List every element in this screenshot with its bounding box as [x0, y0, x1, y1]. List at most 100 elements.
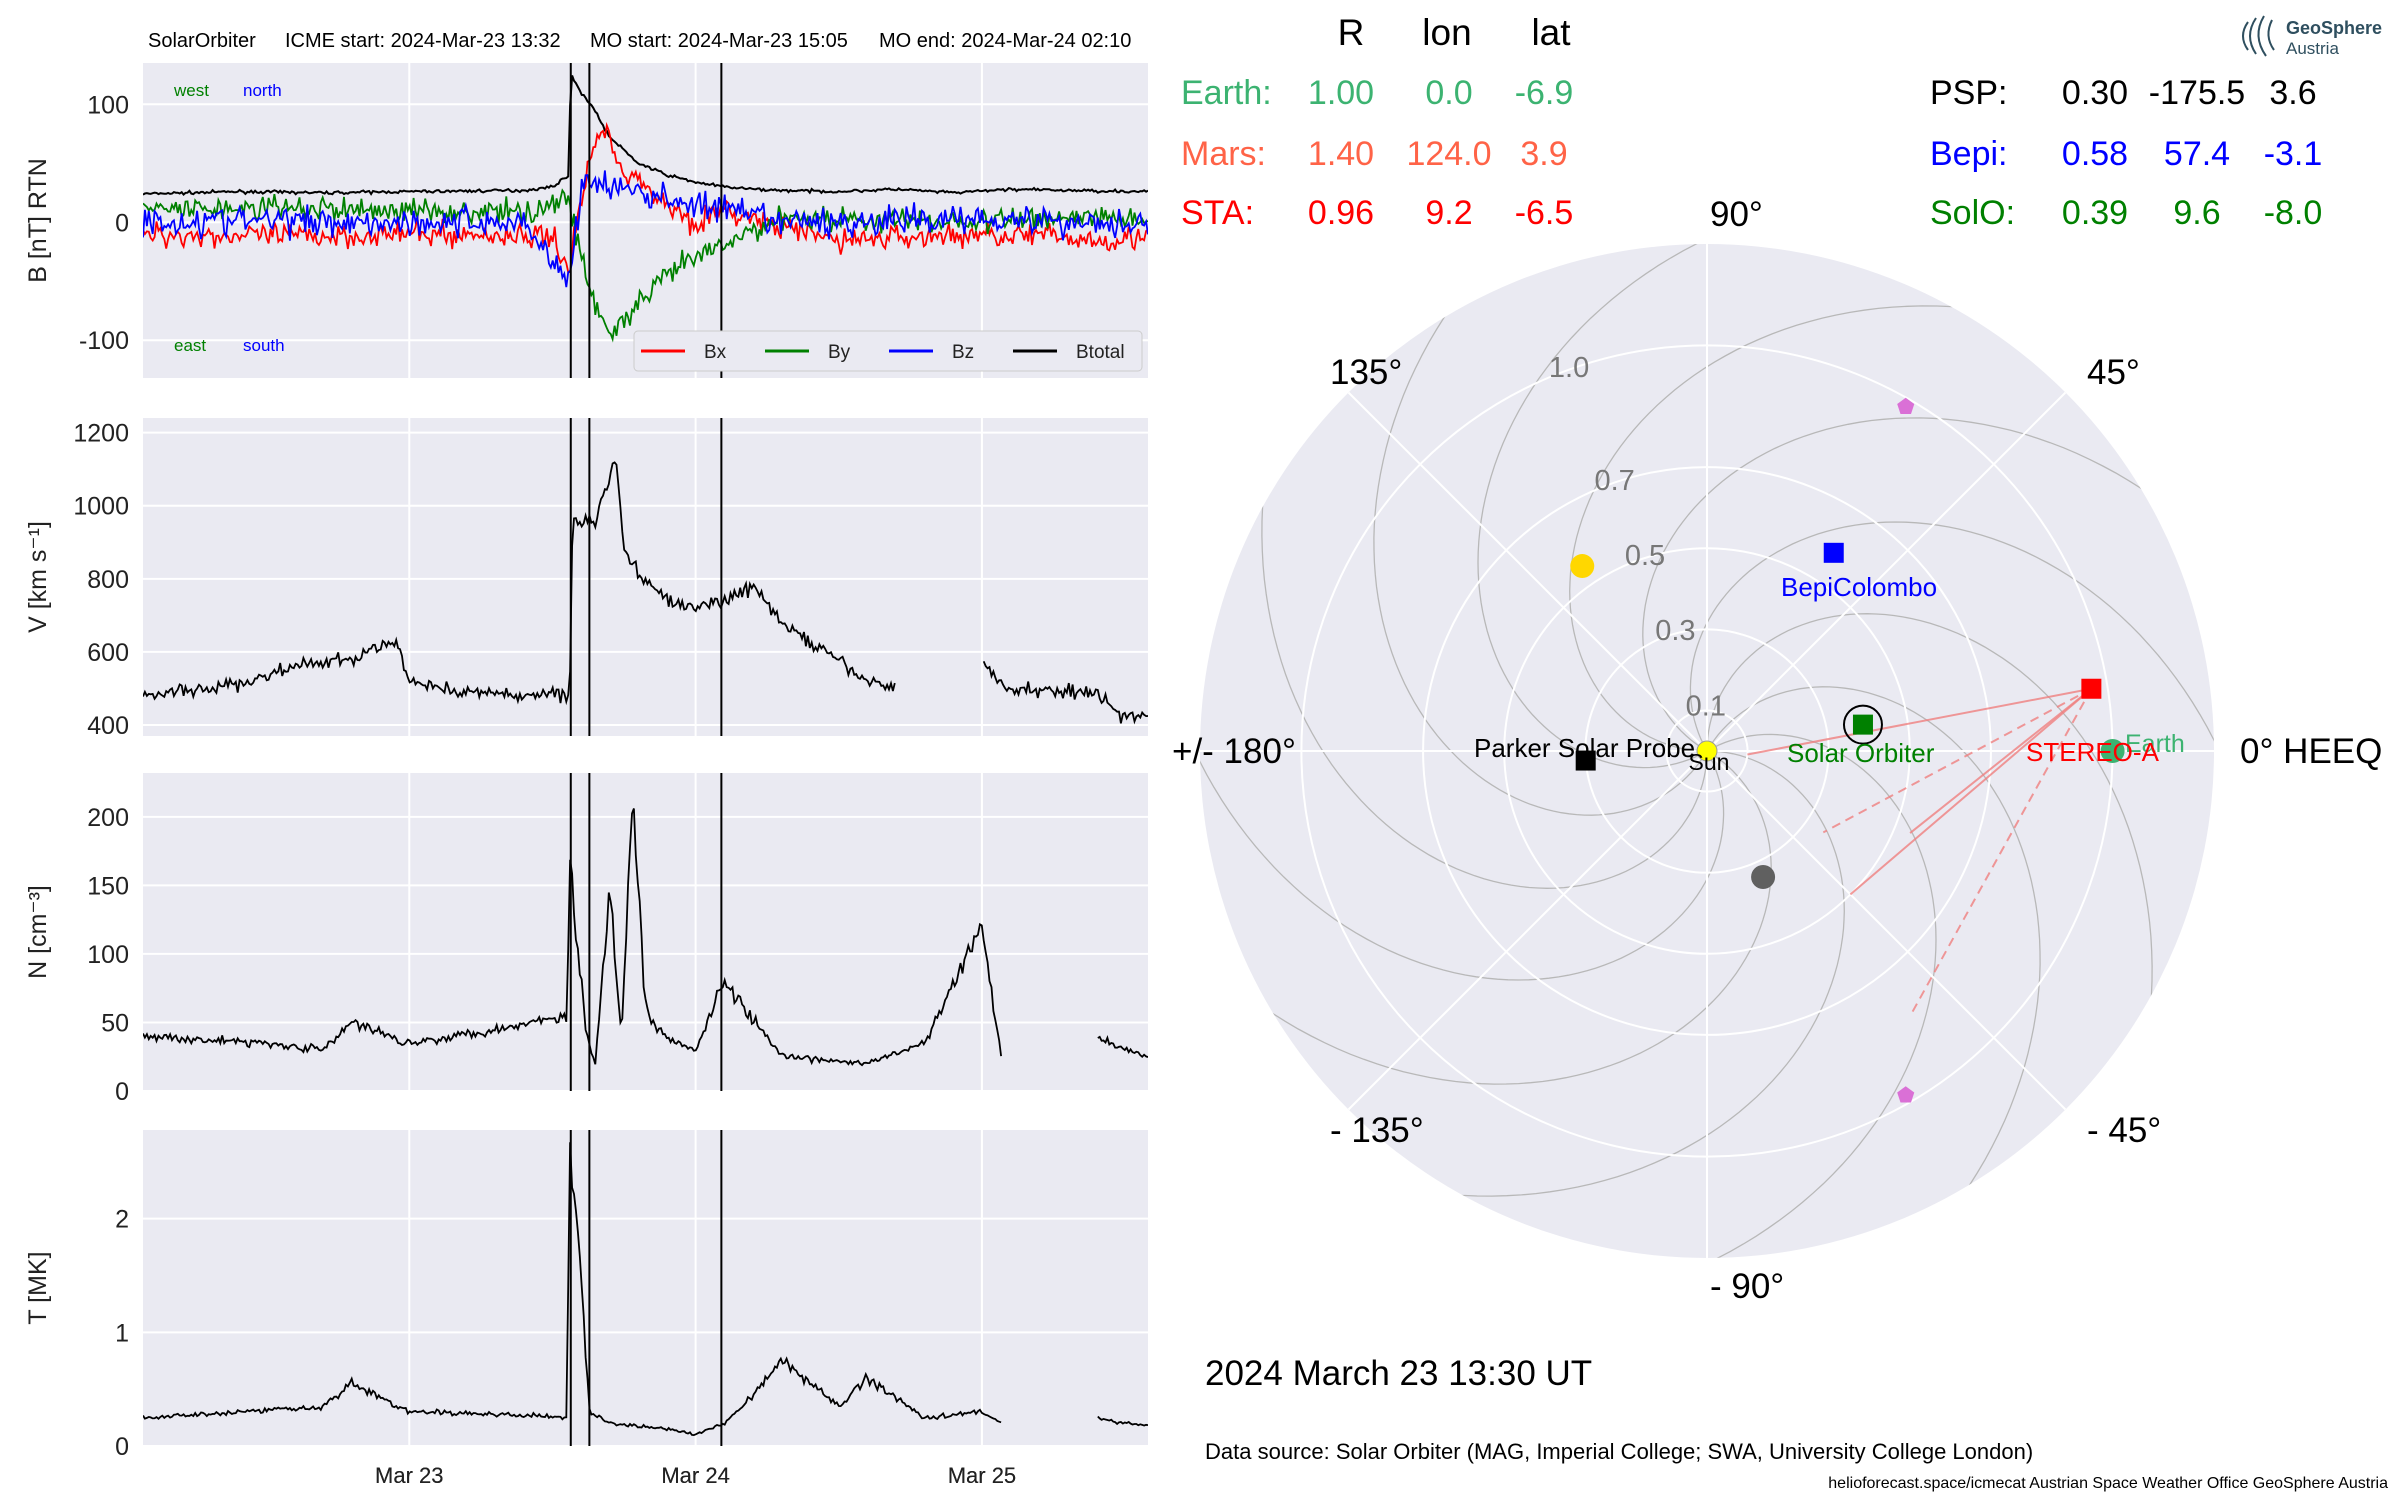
planet-marker [1897, 397, 1915, 414]
series-bx [143, 121, 1148, 274]
solar-orbiter-ring [1842, 704, 1883, 745]
label-bepicolombo: BepiColombo [1781, 572, 1937, 602]
table-row-label: PSP: [1930, 74, 2007, 112]
planet-marker [1897, 1086, 1915, 1103]
parker-spiral-line [1689, 521, 2214, 784]
header-mo-end: MO end: 2024-Mar-24 02:10 [879, 30, 1131, 52]
series-group [143, 1142, 1148, 1437]
label-stereo-a: STEREO-A [2026, 737, 2160, 767]
parker-solar-probe-marker [1575, 750, 1596, 771]
panel-speed: 400 600 800 1000 1200 V [km s⁻¹] [24, 418, 1148, 740]
parker-spiral-line [1415, 750, 1845, 1197]
panel-background [143, 773, 1148, 1091]
radius-gridline [1422, 466, 1992, 1036]
angle-label-90: 90° [1710, 195, 1763, 234]
header-spacecraft: SolarOrbiter [148, 30, 256, 52]
table-row-r: 1.40 [1308, 135, 1374, 173]
table-row-label: Earth: [1181, 74, 1272, 112]
y-tick-label: 0 [115, 1078, 129, 1106]
logo-line2: Austria [2286, 39, 2339, 58]
table-row-lat: 3.6 [2269, 74, 2316, 112]
radius-tick-label: 0.5 [1625, 540, 1665, 572]
y-axis-label: B [nT] RTN [24, 158, 52, 283]
legend: Bx By Bz Btotal [633, 330, 1143, 372]
solar-orbiter-marker [1852, 714, 1873, 735]
y-tick-label: 150 [87, 872, 129, 900]
table-row-r: 0.30 [2062, 74, 2128, 112]
footer-credits: helioforecast.space/icmecat Austrian Spa… [1828, 1475, 2388, 1492]
angle-label-m135: - 135° [1330, 1111, 1424, 1150]
table-row-label: Bepi: [1930, 135, 2008, 173]
logo-line1: GeoSphere [2286, 18, 2382, 38]
table-row-label: Mars: [1181, 135, 1266, 173]
y-tick-label: 50 [101, 1009, 129, 1037]
body-marker [1570, 554, 1595, 579]
series-v [143, 461, 1148, 725]
panel-background [143, 1130, 1148, 1446]
y-tick-label: 200 [87, 804, 129, 832]
radius-tick-label: 0.7 [1594, 465, 1634, 497]
table-row-label: STA: [1181, 194, 1254, 232]
y-tick-label: 100 [87, 91, 129, 119]
connection-line [1849, 687, 2093, 896]
label-east: east [174, 336, 206, 355]
connection-line-dashed [1910, 688, 2093, 1014]
table-row-r: 0.96 [1308, 194, 1374, 232]
y-tick-label: 1200 [73, 420, 129, 448]
table-row-lon: 0.0 [1425, 74, 1472, 112]
connection-line [1747, 687, 2092, 756]
angle-label-135: 135° [1330, 353, 1402, 392]
series-n [143, 808, 1148, 1067]
table-header-r: R [1338, 12, 1365, 53]
y-tick-label: 100 [87, 941, 129, 969]
series-group [143, 461, 1148, 725]
date-label: 2024 March 23 13:30 UT [1205, 1354, 1592, 1393]
x-tick-label: Mar 23 [375, 1463, 443, 1488]
parker-spiral-line [1706, 613, 2153, 1043]
stereo-a-marker [2081, 678, 2102, 699]
x-tick-label: Mar 24 [661, 1463, 729, 1488]
panel-density: 0 50 100 150 200 N [cm⁻³] [24, 773, 1148, 1106]
series-group [143, 808, 1148, 1067]
y-tick-label: 1 [115, 1319, 129, 1347]
legend-label-bz: Bz [952, 342, 974, 363]
table-row-r: 1.00 [1308, 74, 1374, 112]
parker-spiral-line [1674, 733, 1937, 1258]
table-row-lon: 9.6 [2173, 194, 2220, 232]
table-header-lon: lon [1422, 12, 1471, 53]
table-row-lat: -6.5 [1515, 194, 1574, 232]
angle-gridline [1347, 750, 1708, 1111]
angle-label-0: 0° HEEQ [2240, 732, 2382, 771]
series-bz [143, 170, 1148, 288]
table-row-lat: -8.0 [2264, 194, 2323, 232]
connection-line [1909, 687, 2092, 834]
label-north: north [243, 81, 282, 100]
label-solar-orbiter: Solar Orbiter [1787, 738, 1935, 768]
radius-gridline [1503, 547, 1911, 955]
y-tick-label: 800 [87, 566, 129, 594]
y-tick-label: 400 [87, 712, 129, 740]
radius-gridline [1665, 709, 1749, 793]
y-axis-label: N [cm⁻³] [24, 885, 52, 979]
geosphere-logo: GeoSphere Austria [2242, 15, 2382, 58]
y-axis-label: T [MK] [24, 1251, 52, 1324]
table-header-lat: lat [1531, 12, 1571, 53]
y-tick-label: 1000 [73, 493, 129, 521]
body-marker [1751, 864, 1776, 889]
table-row-lon: 57.4 [2164, 135, 2230, 173]
legend-frame [633, 330, 1143, 372]
data-source: Data source: Solar Orbiter (MAG, Imperia… [1205, 1439, 2033, 1464]
table-row-lon: 9.2 [1425, 194, 1472, 232]
parker-spiral-line [1234, 750, 1772, 1085]
angle-label-m45: - 45° [2087, 1111, 2161, 1150]
parker-spiral-line [1642, 417, 2180, 752]
header-icme-start: ICME start: 2024-Mar-23 13:32 [285, 30, 561, 52]
radius-tick-label: 0.1 [1686, 690, 1726, 722]
legend-label-by: By [828, 342, 851, 363]
label-earth: Earth [2125, 730, 2185, 758]
earth-marker [2100, 739, 2125, 763]
table-row-lat: -3.1 [2264, 135, 2323, 173]
